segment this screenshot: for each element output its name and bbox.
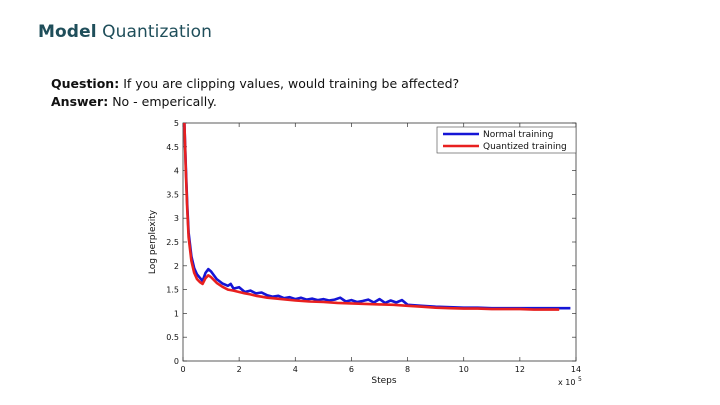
legend-label-normal-training: Normal training: [483, 130, 553, 140]
x-tick-label: 4: [293, 365, 298, 374]
x-tick-label: 0: [180, 365, 185, 374]
answer-line: Answer: No - emperically.: [51, 93, 459, 111]
x-tick-label: 6: [349, 365, 354, 374]
answer-label: Answer:: [51, 94, 109, 109]
series-line-quantized-training: [183, 122, 560, 311]
y-tick-label: 0.5: [166, 333, 179, 342]
x-tick-label: 12: [515, 365, 525, 374]
question-line: Question: If you are clipping values, wo…: [51, 75, 459, 93]
x-multiplier-exponent: 5: [578, 376, 582, 383]
y-tick-label: 5: [174, 119, 179, 128]
y-tick-label: 3.5: [166, 190, 179, 199]
y-tick-label: 1: [174, 309, 179, 318]
x-axis-ticks: 0 2 4 6 8 10 12 14: [180, 123, 581, 374]
y-tick-label: 4: [174, 167, 179, 176]
legend-label-quantized-training: Quantized training: [483, 142, 567, 152]
x-axis-label: Steps: [371, 376, 396, 386]
plot-frame: [182, 122, 577, 362]
y-tick-label: 0: [174, 357, 179, 366]
y-tick-label: 2: [174, 262, 179, 271]
y-tick-label: 3: [174, 214, 179, 223]
question-label: Question:: [51, 76, 120, 91]
training-perplexity-chart: 00.511.522.533.544.55 0 2 4 6 8 10 12 14 Steps …: [148, 119, 582, 387]
series-layer: [183, 122, 571, 311]
x-tick-label: 2: [237, 365, 242, 374]
x-tick-label: 14: [571, 365, 581, 374]
x-tick-label: 10: [459, 365, 469, 374]
chart-container: 0 0.5 1 1.5 2 2.5 3 3.5 4 4.5 5 0 2 4 6 8 10 12 14 Steps …: [140, 115, 600, 405]
y-tick-label: 2.5: [166, 238, 179, 247]
y-tick-label: 1.5: [166, 286, 179, 295]
legend: Normal training Quantized training: [436, 126, 577, 154]
x-multiplier-label: x 10 5: [558, 376, 582, 387]
slide-title-rest: Quantization: [102, 22, 212, 42]
question-answer-block: Question: If you are clipping values, wo…: [51, 75, 459, 111]
question-text: If you are clipping values, would traini…: [123, 76, 460, 91]
x-tick-label: 8: [405, 365, 410, 374]
legend-box: [436, 126, 577, 154]
y-axis-label: Log perplexity: [148, 209, 158, 274]
slide-title-bold: Model: [38, 22, 97, 42]
x-multiplier-base: x 10: [558, 378, 575, 387]
slide-title: Model Quantization: [38, 22, 212, 42]
answer-text: No - emperically.: [112, 94, 217, 109]
y-tick-label: 4.5: [166, 143, 179, 152]
